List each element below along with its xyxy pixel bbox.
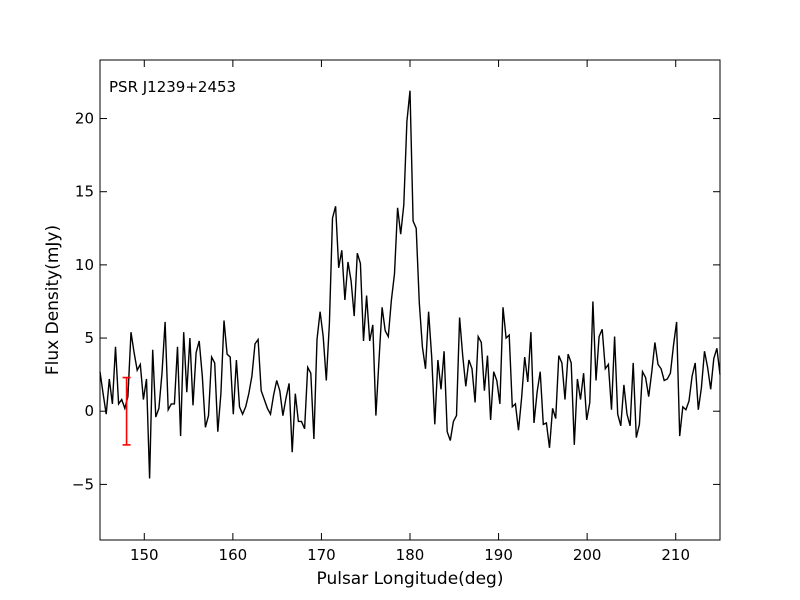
y-tick-label: −5: [72, 475, 94, 493]
x-tick-label: 210: [661, 546, 690, 564]
y-axis-ticks: −5 0 5 10 15 20: [72, 110, 720, 493]
y-tick-label: 20: [75, 110, 94, 128]
plot-frame: [99, 59, 721, 541]
x-axis-ticks: 150 160 170 180 190 200 210: [130, 60, 690, 564]
x-tick-label: 160: [219, 546, 248, 564]
series-line: [99, 90, 721, 479]
plot-area: [100, 60, 720, 540]
y-tick-label: 0: [84, 402, 94, 420]
x-tick-label: 170: [307, 546, 336, 564]
x-tick-label: 190: [484, 546, 513, 564]
x-tick-label: 150: [130, 546, 159, 564]
y-tick-label: 10: [75, 256, 94, 274]
y-tick-label: 5: [84, 329, 94, 347]
x-tick-label: 200: [573, 546, 602, 564]
pulsar-name-annotation: PSR J1239+2453: [109, 78, 236, 96]
y-axis-label: Flux Density(mJy): [43, 225, 63, 375]
x-axis-label: Pulsar Longitude(deg): [317, 569, 504, 589]
y-tick-label: 15: [75, 183, 94, 201]
error-bar: [122, 376, 131, 446]
x-tick-label: 180: [396, 546, 425, 564]
